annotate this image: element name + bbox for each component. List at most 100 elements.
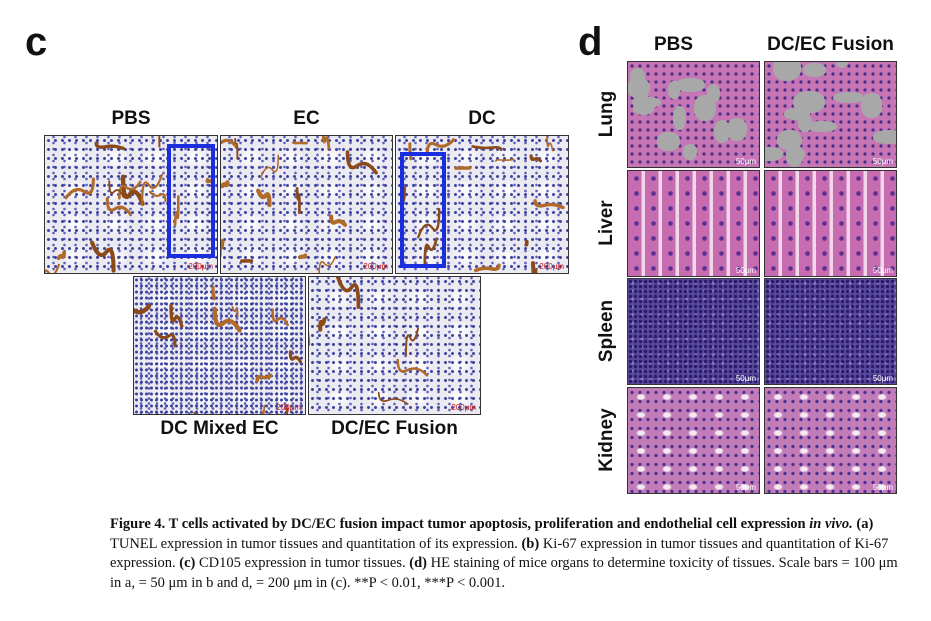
micrograph: 50μm xyxy=(627,170,760,277)
micrograph: 50μm xyxy=(764,278,897,385)
stain xyxy=(120,174,145,206)
stain xyxy=(148,190,167,203)
stain-overlay xyxy=(134,285,302,414)
alveolus xyxy=(872,129,896,144)
alveolus xyxy=(629,67,646,84)
stain xyxy=(108,180,125,199)
micrograph: 50μm xyxy=(627,387,760,494)
alveolus xyxy=(683,143,698,160)
row-label: Kidney xyxy=(596,408,617,472)
alveolus xyxy=(675,77,705,93)
scale-bar-label: 50μm xyxy=(735,483,756,492)
micrograph: 200μm xyxy=(44,135,218,274)
stain xyxy=(153,329,177,348)
stain xyxy=(336,277,361,309)
stain xyxy=(321,136,331,150)
stain xyxy=(94,141,126,151)
alveolus xyxy=(793,90,826,114)
stain xyxy=(90,240,116,273)
stain xyxy=(396,358,429,377)
micrograph: 200μm xyxy=(220,135,393,274)
stain xyxy=(45,263,60,273)
alveolus xyxy=(792,148,805,160)
alveolus xyxy=(802,62,827,77)
stain xyxy=(425,138,456,156)
stain xyxy=(530,261,538,273)
scale-bar-label: 200μm xyxy=(276,403,301,412)
stain xyxy=(533,199,565,210)
scale-bar-label: 50μm xyxy=(872,483,893,492)
micrograph: 50μm xyxy=(764,61,897,168)
stain xyxy=(234,137,239,160)
stain xyxy=(169,303,184,328)
column-label: DC/EC Fusion xyxy=(767,34,894,55)
stain xyxy=(141,173,164,206)
stain xyxy=(295,187,301,215)
alveolus xyxy=(765,146,784,162)
stain xyxy=(105,197,132,216)
alveolus xyxy=(835,62,848,69)
stain xyxy=(546,136,554,152)
column-label: DC xyxy=(468,108,496,129)
stain xyxy=(271,308,289,327)
scale-bar-label: 50μm xyxy=(735,266,756,275)
column-label: EC xyxy=(293,108,320,129)
stain xyxy=(423,237,438,265)
stain-overlay xyxy=(45,136,214,273)
row-label: Lung xyxy=(596,90,617,138)
scale-bar-label: 50μm xyxy=(872,157,893,166)
part-label: (b) xyxy=(521,535,540,552)
stain xyxy=(318,256,337,273)
stats: **P < 0.01, ***P < 0.001. xyxy=(354,574,506,591)
alveolus xyxy=(861,93,882,118)
stain xyxy=(260,154,280,178)
scale-bar-label: 50μm xyxy=(735,374,756,383)
stain-overlay xyxy=(221,136,378,273)
panel-label: d xyxy=(578,20,603,64)
caption-heading: Figure 4. T cells activated by DC/EC fus… xyxy=(110,516,806,532)
part-text: HE staining of mice organs to determine … xyxy=(110,555,898,591)
scale-bar-label: 50μm xyxy=(735,157,756,166)
part-label: (a) xyxy=(856,516,874,532)
stain xyxy=(529,154,543,163)
micrograph: 50μm xyxy=(627,61,760,168)
stain xyxy=(221,180,230,189)
stain xyxy=(297,253,308,260)
highlight-box xyxy=(400,152,446,268)
alveolus xyxy=(784,107,810,120)
stain xyxy=(329,214,348,227)
stain xyxy=(471,145,503,152)
caption-heading-italic: in vivo. xyxy=(809,516,853,532)
stain xyxy=(231,306,239,318)
scale-bar-label: 200μm xyxy=(363,262,388,271)
alveolus xyxy=(632,97,662,109)
column-label: PBS xyxy=(111,108,151,129)
stain xyxy=(345,150,378,175)
alveolus xyxy=(706,84,720,104)
stain xyxy=(318,317,327,332)
caption: Figure 4. T cells activated by DC/EC fus… xyxy=(110,515,900,593)
scale-bar-label: 200μm xyxy=(188,262,213,271)
stain xyxy=(212,306,242,333)
alveolus xyxy=(833,91,864,104)
micrograph: 200μm xyxy=(133,276,306,415)
highlight-box xyxy=(167,144,215,258)
stain xyxy=(221,138,237,148)
part-label: (d) xyxy=(409,555,427,571)
row-label: Liver xyxy=(596,200,617,246)
micrograph: 200μm xyxy=(395,135,569,274)
stain xyxy=(260,404,266,414)
stain xyxy=(56,250,66,261)
stain xyxy=(256,188,272,208)
column-label: DC Mixed EC xyxy=(160,418,279,439)
stain xyxy=(291,141,308,145)
scale-bar-label: 50μm xyxy=(872,374,893,383)
stain xyxy=(405,327,420,357)
alveolus xyxy=(726,117,747,142)
stain xyxy=(211,285,216,301)
stain xyxy=(255,373,273,383)
stain xyxy=(173,195,180,227)
stain xyxy=(64,177,95,200)
alveolus xyxy=(808,120,838,133)
alveolus xyxy=(667,80,680,100)
